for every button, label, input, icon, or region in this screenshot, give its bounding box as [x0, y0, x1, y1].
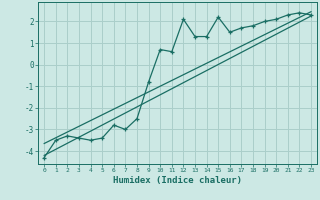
X-axis label: Humidex (Indice chaleur): Humidex (Indice chaleur) [113, 176, 242, 185]
